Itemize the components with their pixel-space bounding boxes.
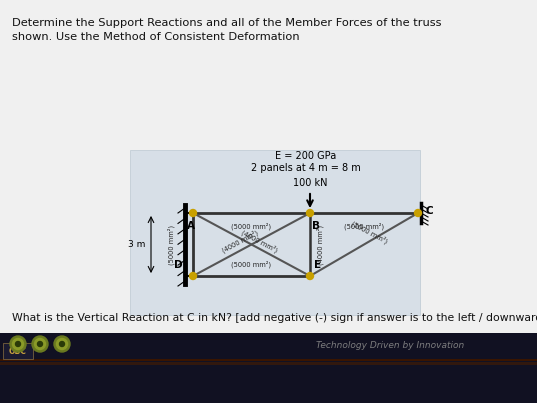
Circle shape	[54, 336, 70, 352]
Text: Technology Driven by Innovation: Technology Driven by Innovation	[316, 341, 464, 349]
Circle shape	[307, 272, 314, 280]
Text: (5000 mm²): (5000 mm²)	[350, 220, 388, 245]
Circle shape	[16, 341, 20, 347]
Bar	[3, 343, 33, 359]
Text: (5000 mm²): (5000 mm²)	[167, 224, 175, 264]
Text: (5000 mm²): (5000 mm²)	[344, 223, 384, 231]
Text: Determine the Support Reactions and all of the Member Forces of the truss: Determine the Support Reactions and all …	[12, 18, 441, 28]
Bar	[0, 362, 537, 365]
Text: 2 panels at 4 m = 8 m: 2 panels at 4 m = 8 m	[251, 163, 360, 173]
Text: (5000 mm²): (5000 mm²)	[231, 260, 272, 268]
Text: 3 m: 3 m	[128, 240, 145, 249]
Circle shape	[12, 339, 24, 349]
Text: (4000 mm²): (4000 mm²)	[240, 229, 279, 254]
Circle shape	[190, 272, 197, 280]
Text: OBC: OBC	[9, 347, 27, 355]
Bar	[0, 359, 537, 361]
Bar	[0, 0, 537, 333]
Text: What is the Vertical Reaction at C in kN? [add negative (-) sign if answer is to: What is the Vertical Reaction at C in kN…	[12, 313, 537, 323]
Text: shown. Use the Method of Consistent Deformation: shown. Use the Method of Consistent Defo…	[12, 32, 300, 42]
Text: 100 kN: 100 kN	[293, 178, 327, 188]
Circle shape	[10, 336, 26, 352]
Text: D: D	[175, 260, 183, 270]
Circle shape	[56, 339, 68, 349]
Text: E = 200 GPa: E = 200 GPa	[275, 151, 336, 161]
Circle shape	[190, 210, 197, 216]
Circle shape	[415, 210, 422, 216]
Text: B: B	[312, 221, 320, 231]
Circle shape	[38, 341, 42, 347]
Circle shape	[307, 210, 314, 216]
Circle shape	[60, 341, 64, 347]
Circle shape	[34, 339, 46, 349]
Text: (4000 mm²): (4000 mm²)	[220, 229, 259, 254]
Bar	[0, 333, 537, 403]
Circle shape	[32, 336, 48, 352]
Text: C: C	[426, 206, 433, 216]
Text: E: E	[314, 260, 321, 270]
Bar	[130, 150, 420, 315]
Text: A: A	[187, 221, 195, 231]
Text: (5000 mm²): (5000 mm²)	[231, 223, 272, 231]
Text: (4000 mm²): (4000 mm²)	[316, 224, 324, 264]
